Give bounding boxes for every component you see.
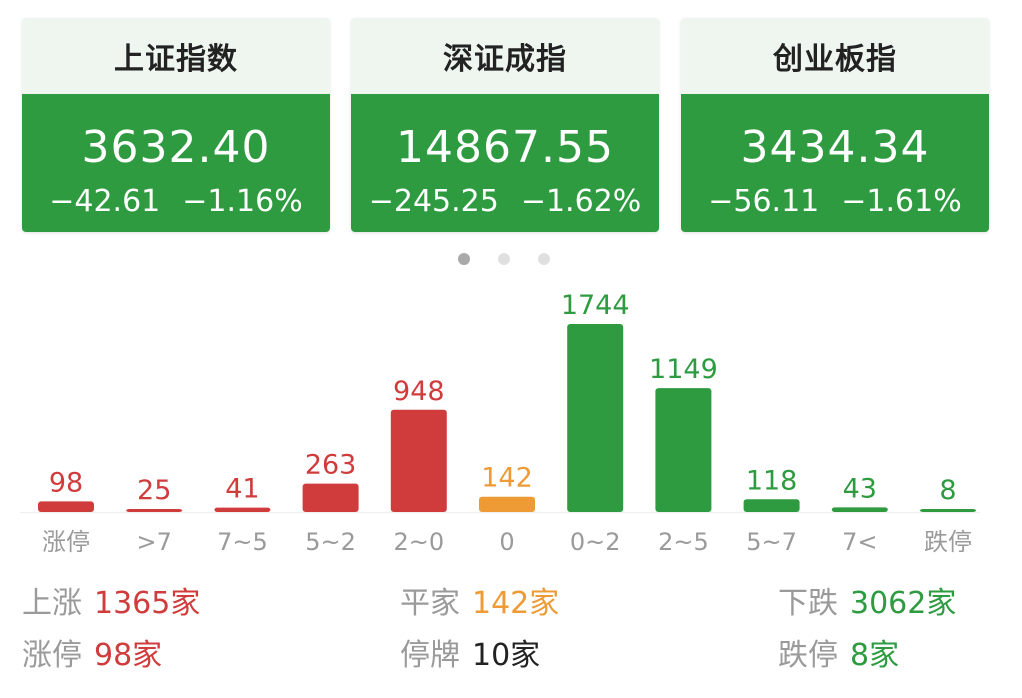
pager-dot-1[interactable] bbox=[458, 253, 470, 265]
summary-limit-up: 涨停 98家 bbox=[22, 637, 162, 675]
summary-flat: 平家 142家 bbox=[400, 585, 559, 623]
index-cards: 上证指数 3632.40 −42.61 −1.16% 深证成指 14867.55 … bbox=[22, 18, 992, 232]
summary-up: 上涨 1365家 bbox=[22, 585, 200, 623]
summary-limit-down-label: 跌停 bbox=[778, 638, 838, 673]
bar-2[interactable] bbox=[214, 507, 271, 512]
summary-suspended-value: 10家 bbox=[472, 638, 541, 673]
category-label: 2~5 bbox=[658, 528, 709, 556]
index-name: 创业板指 bbox=[681, 18, 989, 94]
summary-limit-up-label: 涨停 bbox=[22, 638, 82, 673]
category-label: >7 bbox=[137, 528, 172, 556]
summary-flat-value: 142家 bbox=[472, 586, 560, 621]
index-name: 上证指数 bbox=[22, 18, 330, 94]
index-change-row: −245.25 −1.62% bbox=[351, 184, 659, 220]
category-label: 7~5 bbox=[217, 528, 268, 556]
index-value: 14867.55 bbox=[396, 122, 614, 173]
bar-value-label: 118 bbox=[746, 465, 798, 496]
bar-1[interactable] bbox=[126, 509, 183, 512]
bar-7[interactable] bbox=[655, 388, 712, 512]
market-summary: 上涨 1365家 涨停 98家 平家 142家 停牌 10家 下跌 3062家 跌停 8家 bbox=[0, 585, 1022, 685]
bar-value-label: 41 bbox=[225, 474, 259, 505]
bar-value-label: 263 bbox=[305, 450, 357, 481]
summary-flat-label: 平家 bbox=[400, 586, 460, 621]
bar-value-label: 1744 bbox=[561, 290, 630, 321]
pager-dot-3[interactable] bbox=[538, 253, 550, 265]
summary-down-label: 下跌 bbox=[778, 586, 838, 621]
index-card-chinext[interactable]: 创业板指 3434.34 −56.11 −1.61% bbox=[681, 18, 989, 232]
index-value: 3632.40 bbox=[81, 122, 271, 173]
category-label: 5~7 bbox=[746, 528, 797, 556]
bar-10[interactable] bbox=[920, 509, 976, 512]
category-label: 跌停 bbox=[924, 528, 972, 556]
category-label: 涨停 bbox=[42, 528, 90, 556]
bar-value-label: 1149 bbox=[649, 354, 718, 385]
bar-4[interactable] bbox=[390, 409, 447, 512]
bar-value-label: 8 bbox=[939, 475, 956, 506]
index-name: 深证成指 bbox=[351, 18, 659, 94]
index-change: −245.25 bbox=[368, 184, 499, 219]
summary-down: 下跌 3062家 bbox=[778, 585, 956, 623]
index-percent: −1.62% bbox=[520, 184, 642, 219]
index-card-shanghai[interactable]: 上证指数 3632.40 −42.61 −1.16% bbox=[22, 18, 330, 232]
summary-up-label: 上涨 bbox=[22, 586, 82, 621]
summary-suspended: 停牌 10家 bbox=[400, 637, 540, 675]
bar-8[interactable] bbox=[743, 499, 800, 512]
bar-0[interactable] bbox=[38, 501, 94, 512]
bar-3[interactable] bbox=[302, 483, 359, 512]
summary-limit-down: 跌停 8家 bbox=[778, 637, 899, 675]
category-label: 5~2 bbox=[305, 528, 356, 556]
index-body: 14867.55 −245.25 −1.62% bbox=[351, 94, 659, 232]
summary-down-value: 3062家 bbox=[850, 586, 957, 621]
carousel-pager bbox=[458, 253, 550, 265]
bar-value-label: 948 bbox=[393, 376, 445, 407]
bar-6[interactable] bbox=[567, 324, 624, 512]
category-label: 0~2 bbox=[570, 528, 621, 556]
index-change: −56.11 bbox=[708, 184, 820, 219]
bar-value-label: 25 bbox=[137, 475, 171, 506]
index-value: 3434.34 bbox=[740, 122, 930, 173]
index-percent: −1.16% bbox=[182, 184, 303, 219]
index-change-row: −42.61 −1.16% bbox=[22, 184, 330, 220]
index-percent: −1.61% bbox=[841, 184, 962, 219]
summary-limit-down-value: 8家 bbox=[850, 638, 900, 673]
bar-value-label: 43 bbox=[843, 473, 877, 504]
summary-limit-up-value: 98家 bbox=[94, 638, 163, 673]
bar-5[interactable] bbox=[479, 496, 535, 512]
index-card-shenzhen[interactable]: 深证成指 14867.55 −245.25 −1.62% bbox=[351, 18, 659, 232]
bar-9[interactable] bbox=[831, 507, 888, 512]
index-body: 3632.40 −42.61 −1.16% bbox=[22, 94, 330, 232]
category-label: 2~0 bbox=[393, 528, 444, 556]
price-change-distribution-chart: 98 涨停 25 >7 41 7~5 263 5~2 948 2~0 142 0 1744 0~2 1149… bbox=[20, 290, 980, 556]
bar-value-label: 98 bbox=[49, 467, 83, 498]
index-body: 3434.34 −56.11 −1.61% bbox=[681, 94, 989, 232]
bar-value-label: 142 bbox=[481, 463, 533, 494]
pager-dot-2[interactable] bbox=[498, 253, 510, 265]
summary-suspended-label: 停牌 bbox=[400, 638, 460, 673]
index-change-row: −56.11 −1.61% bbox=[681, 184, 989, 220]
index-change: −42.61 bbox=[49, 184, 161, 219]
category-label: 7< bbox=[842, 528, 877, 556]
summary-up-value: 1365家 bbox=[94, 586, 201, 621]
category-label: 0 bbox=[499, 528, 514, 556]
